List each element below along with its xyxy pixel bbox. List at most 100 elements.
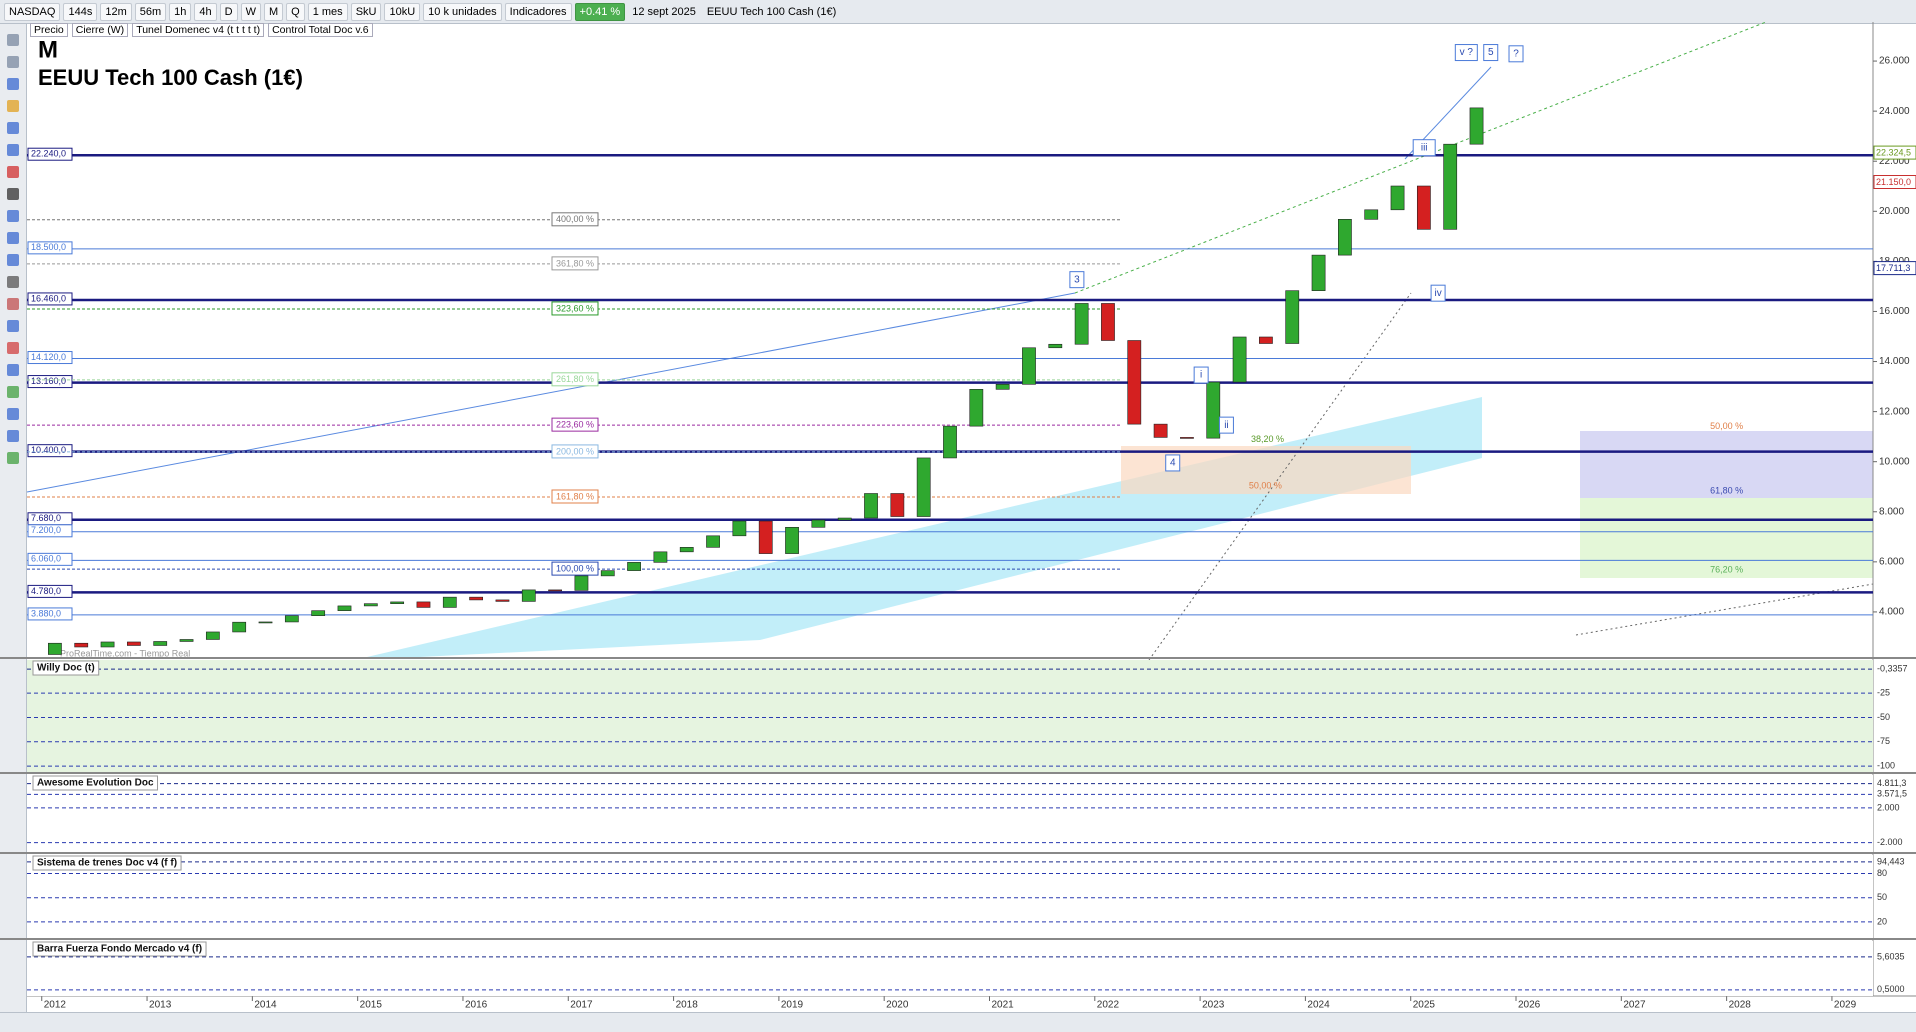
tool-icon[interactable] xyxy=(7,100,19,112)
legend-item[interactable]: Precio xyxy=(30,23,68,37)
tool-icon[interactable] xyxy=(7,342,19,354)
candle xyxy=(758,520,773,554)
panel-tick-label: -100 xyxy=(1877,761,1895,771)
y-tick-label: 12.000 xyxy=(1879,406,1910,417)
candle xyxy=(1443,143,1458,230)
candle xyxy=(284,615,299,623)
x-tick-label: 2017 xyxy=(570,1000,593,1011)
candle xyxy=(363,603,378,607)
x-tick-label: 2029 xyxy=(1834,1000,1857,1011)
tool-icon[interactable] xyxy=(7,320,19,332)
fib-label: 200,00 % xyxy=(556,446,594,456)
candle xyxy=(995,384,1010,390)
candle xyxy=(469,596,484,601)
candle xyxy=(1101,303,1115,341)
candle xyxy=(1153,423,1168,438)
tool-icon[interactable] xyxy=(7,254,19,266)
tool-icon[interactable] xyxy=(7,276,19,288)
x-tick-label: 2014 xyxy=(254,1000,277,1011)
legend-item[interactable]: Control Total Doc v.6 xyxy=(268,23,373,37)
tool-icon[interactable] xyxy=(7,298,19,310)
x-tick-label: 2019 xyxy=(781,1000,804,1011)
legend-item[interactable]: Tunel Domenec v4 (t t t t t) xyxy=(132,23,265,37)
candle xyxy=(100,641,115,648)
timeframe-button[interactable]: D xyxy=(219,2,238,21)
period-select[interactable]: 1 mes xyxy=(307,2,348,21)
indicators-button[interactable]: Indicadores xyxy=(504,2,572,21)
tool-icon[interactable] xyxy=(7,452,19,464)
wave-label: v ? xyxy=(1460,47,1474,58)
timeframe-button[interactable]: 4h xyxy=(194,2,217,21)
fib-zone xyxy=(1580,431,1873,498)
candle xyxy=(1074,303,1089,345)
tool-icon[interactable] xyxy=(7,364,19,376)
wave-box xyxy=(1483,44,1499,62)
candle xyxy=(1206,381,1221,439)
timeframe-button[interactable]: W xyxy=(240,2,261,21)
unit-button[interactable]: SkU xyxy=(350,2,382,21)
fib-label: 161,80 % xyxy=(556,491,594,501)
candle xyxy=(1311,254,1326,291)
candle xyxy=(127,641,141,646)
timeframe-button[interactable]: 144s xyxy=(63,2,98,21)
tool-icon[interactable] xyxy=(7,210,19,222)
price-marker-label: 21.150,0 xyxy=(1876,177,1911,187)
tool-icon[interactable] xyxy=(7,166,19,178)
fib-label: 400,00 % xyxy=(556,214,594,224)
wave-label: i xyxy=(1200,370,1202,381)
level-label-box xyxy=(27,444,73,458)
wave-box xyxy=(1218,416,1234,434)
y-tick-label: 24.000 xyxy=(1879,106,1910,117)
fib-label-box xyxy=(551,212,599,227)
candle xyxy=(837,517,852,521)
timeframe-button[interactable]: 1h xyxy=(169,2,192,21)
level-label-box xyxy=(27,147,73,161)
indicator-legend: Precio Cierre (W) Tunel Domenec v4 (t t t … xyxy=(30,23,373,37)
fib-label-box xyxy=(551,417,599,432)
unit-button[interactable]: 10kU xyxy=(384,2,421,21)
x-tick-label: 2026 xyxy=(1518,1000,1541,1011)
wave-box xyxy=(1165,454,1181,472)
timeframe-button[interactable]: Q xyxy=(286,2,305,21)
candle xyxy=(442,596,457,608)
fib-note: 61,80 % xyxy=(1710,485,1743,495)
tool-icon[interactable] xyxy=(7,188,19,200)
panel-bg xyxy=(27,941,1873,996)
level-label: 16.460,0 xyxy=(31,293,66,303)
tool-icon[interactable] xyxy=(7,122,19,134)
tool-icon[interactable] xyxy=(7,78,19,90)
tool-icon[interactable] xyxy=(7,430,19,442)
y-tick-label: 22.000 xyxy=(1879,156,1910,167)
panel-tick-label: -2.000 xyxy=(1877,837,1903,847)
tool-icon[interactable] xyxy=(7,386,19,398)
symbol-select[interactable]: NASDAQ xyxy=(4,2,61,21)
candle xyxy=(1416,185,1431,230)
candle xyxy=(1364,209,1379,220)
timeframe-button[interactable]: M xyxy=(263,2,284,21)
fib-label-box xyxy=(551,561,599,576)
level-label-box xyxy=(27,584,73,598)
tool-icon[interactable] xyxy=(7,34,19,46)
tool-icon[interactable] xyxy=(7,408,19,420)
x-tick-label: 2025 xyxy=(1413,1000,1436,1011)
candle xyxy=(890,493,905,517)
candle xyxy=(1285,290,1300,344)
fib-label-box xyxy=(551,256,599,271)
candle xyxy=(785,526,799,554)
tool-icon[interactable] xyxy=(7,232,19,244)
tool-icon[interactable] xyxy=(7,56,19,68)
timeframe-button[interactable]: 12m xyxy=(100,2,132,21)
legend-item[interactable]: Cierre (W) xyxy=(71,23,129,37)
toolbar: NASDAQ 144s 12m 56m 1h 4h D W M Q 1 mes SkU 10kU 10 k… xyxy=(0,0,1916,24)
candle xyxy=(1259,336,1273,344)
fib-note: 38,20 % xyxy=(1251,434,1284,444)
quantity-select[interactable]: 10 k unidades xyxy=(423,2,502,21)
candle xyxy=(1232,336,1247,383)
panel-bg xyxy=(27,855,1873,938)
candle xyxy=(74,642,89,648)
fib-label: 223,60 % xyxy=(556,420,594,430)
candle xyxy=(969,389,984,427)
tool-icon[interactable] xyxy=(7,144,19,156)
candle xyxy=(653,551,668,563)
timeframe-button[interactable]: 56m xyxy=(134,2,167,21)
